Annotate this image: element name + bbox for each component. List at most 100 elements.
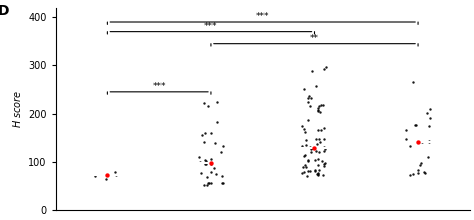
Point: [301, 153, 309, 157]
Point: [104, 174, 111, 177]
Point: [426, 117, 433, 120]
Point: [301, 87, 308, 90]
Point: [310, 146, 318, 150]
Point: [315, 138, 322, 141]
Point: [201, 141, 208, 144]
Point: [198, 171, 205, 175]
Point: [207, 163, 215, 166]
Point: [320, 67, 328, 71]
Point: [219, 144, 227, 148]
Point: [302, 165, 310, 169]
Point: [314, 172, 322, 176]
Point: [407, 173, 414, 177]
Point: [320, 162, 328, 165]
Point: [304, 159, 312, 163]
Point: [201, 159, 209, 162]
Point: [317, 103, 324, 106]
Point: [315, 168, 323, 172]
Point: [315, 157, 322, 161]
Point: [301, 163, 309, 167]
Point: [314, 106, 322, 110]
Point: [418, 140, 426, 144]
Point: [308, 147, 316, 150]
Point: [425, 155, 432, 159]
Point: [314, 108, 322, 111]
Point: [409, 172, 416, 176]
Point: [219, 181, 226, 185]
Point: [302, 144, 310, 147]
Point: [306, 104, 314, 108]
Point: [426, 141, 433, 144]
Point: [204, 181, 211, 184]
Point: [214, 120, 221, 123]
Point: [305, 158, 312, 162]
Point: [211, 141, 219, 145]
Point: [111, 170, 119, 174]
Point: [306, 170, 314, 173]
Point: [423, 112, 430, 115]
Point: [301, 154, 308, 158]
Point: [198, 133, 206, 137]
Text: ***: ***: [256, 12, 269, 21]
Point: [414, 169, 422, 172]
Point: [414, 141, 422, 144]
Point: [412, 123, 420, 126]
Point: [316, 110, 324, 114]
Point: [202, 163, 210, 166]
Point: [314, 173, 321, 177]
Point: [312, 149, 319, 152]
Point: [315, 110, 322, 113]
Point: [416, 163, 424, 167]
Point: [210, 166, 218, 170]
Point: [319, 103, 327, 106]
Point: [202, 159, 210, 163]
Point: [314, 171, 321, 175]
Point: [207, 131, 214, 135]
Point: [207, 161, 215, 165]
Point: [321, 147, 329, 151]
Point: [320, 145, 328, 149]
Point: [205, 182, 213, 185]
Point: [425, 139, 433, 142]
Point: [312, 138, 319, 141]
Point: [307, 146, 314, 149]
Point: [217, 151, 225, 154]
Point: [320, 149, 328, 153]
Point: [212, 172, 220, 176]
Point: [196, 155, 203, 158]
Point: [313, 143, 321, 146]
Point: [316, 141, 324, 144]
Point: [311, 169, 319, 173]
Point: [316, 104, 323, 107]
Point: [420, 170, 428, 174]
Point: [218, 174, 226, 177]
Y-axis label: $H$ score: $H$ score: [10, 90, 22, 128]
Point: [301, 130, 309, 134]
Point: [321, 161, 329, 165]
Point: [313, 172, 320, 175]
Point: [314, 163, 321, 167]
Text: ***: ***: [153, 82, 166, 91]
Text: ***: ***: [204, 22, 218, 31]
Point: [425, 124, 432, 128]
Point: [411, 123, 419, 126]
Point: [320, 126, 328, 129]
Point: [208, 170, 215, 174]
Point: [319, 173, 327, 177]
Point: [318, 128, 325, 132]
Point: [307, 150, 315, 153]
Point: [311, 168, 319, 171]
Point: [414, 171, 422, 175]
Point: [402, 128, 410, 132]
Point: [299, 144, 306, 147]
Point: [402, 138, 410, 141]
Point: [319, 160, 326, 163]
Point: [299, 125, 306, 128]
Point: [102, 177, 109, 181]
Point: [308, 97, 315, 100]
Point: [312, 85, 320, 88]
Point: [303, 174, 310, 178]
Point: [320, 137, 328, 140]
Point: [308, 70, 316, 73]
Point: [213, 101, 220, 104]
